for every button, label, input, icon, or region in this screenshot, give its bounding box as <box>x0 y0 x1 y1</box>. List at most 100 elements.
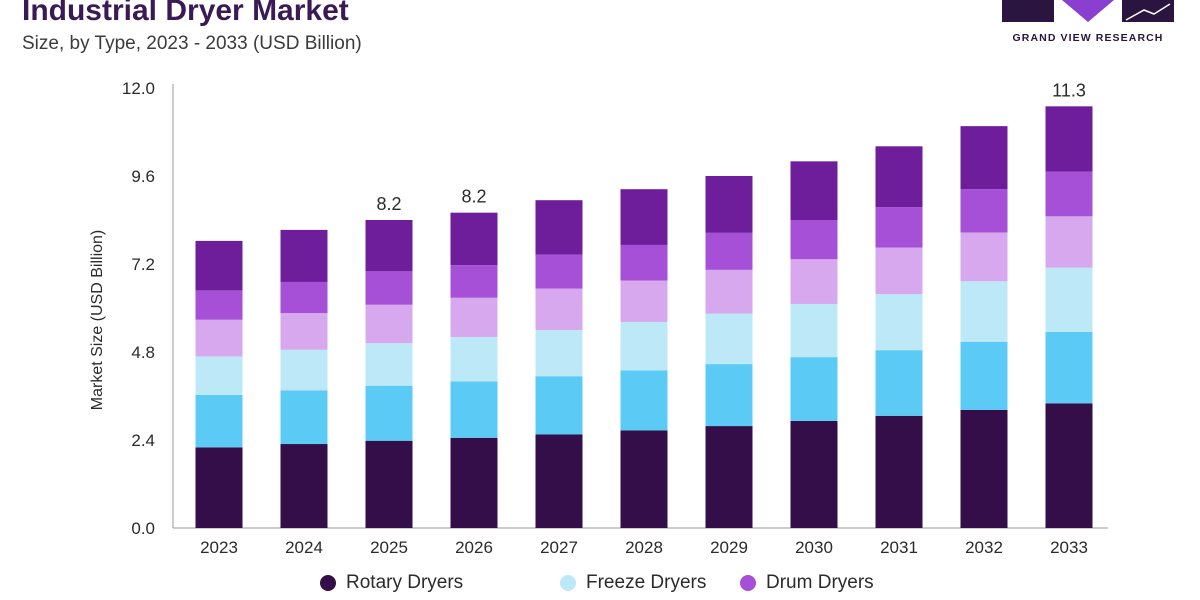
y-tick-label: 7.2 <box>131 255 155 274</box>
chart-bars <box>195 106 1093 528</box>
bar-segment <box>450 297 498 337</box>
x-tick-label: 2023 <box>200 538 238 557</box>
bar-segment <box>705 364 753 427</box>
chart-axes: 0.0 2.4 4.8 7.2 9.6 12.0 Market Size (USD Bill… <box>89 79 1108 538</box>
bar-segment <box>1045 267 1093 332</box>
bar-segment <box>365 440 413 528</box>
x-tick-label: 2025 <box>370 538 408 557</box>
bar-segment <box>535 254 583 289</box>
bar-segment <box>195 447 243 528</box>
bar-segment <box>365 385 413 441</box>
x-tick-label: 2029 <box>710 538 748 557</box>
legend-item-rotary: Rotary Dryers <box>320 572 463 594</box>
bar-segment <box>535 288 583 330</box>
bar-segment <box>1045 171 1093 217</box>
bar-segment <box>280 281 328 314</box>
x-tick-label: 2030 <box>795 538 833 557</box>
bar-segment <box>195 319 243 357</box>
legend-item-drum: Drum Dryers <box>740 572 874 594</box>
x-tick-label: 2026 <box>455 538 493 557</box>
bar-segment <box>195 394 243 448</box>
bar-segment <box>280 229 328 282</box>
bar-segment <box>875 415 923 528</box>
brand-logo: GRAND VIEW RESEARCH <box>1002 0 1174 48</box>
bar-segment <box>535 376 583 435</box>
legend-label: Rotary Dryers <box>346 572 464 593</box>
bar-segment <box>620 280 668 322</box>
bar-total-label: 8.2 <box>376 194 401 214</box>
bar-segment <box>365 304 413 344</box>
x-tick-label: 2032 <box>965 538 1003 557</box>
bar-segment <box>535 330 583 377</box>
bar-segment <box>705 269 753 314</box>
bar-segment <box>960 341 1008 410</box>
bar-segment <box>790 357 838 421</box>
bar-segment <box>280 349 328 391</box>
bar-segment <box>790 220 838 260</box>
x-tick-label: 2033 <box>1050 538 1088 557</box>
bar-segment <box>450 381 498 438</box>
y-tick-label: 12.0 <box>122 79 155 98</box>
bar-segment <box>365 271 413 305</box>
bar-segment <box>620 370 668 431</box>
bar-segment <box>705 232 753 270</box>
bar-segment <box>705 426 753 528</box>
bar-segment <box>365 343 413 386</box>
x-tick-label: 2031 <box>880 538 918 557</box>
bar-segment <box>365 220 413 272</box>
bar-segment <box>790 259 838 304</box>
bar-segment <box>1045 216 1093 268</box>
chart-legend: Rotary Dryers Freeze Dryers Drum Dryers <box>0 572 1200 600</box>
bar-segment <box>620 244 668 281</box>
bar-segment <box>1045 403 1093 528</box>
x-tick-label: 2024 <box>285 538 323 557</box>
bar-segment <box>960 281 1008 342</box>
bar-segment <box>790 420 838 528</box>
bar-segment <box>280 390 328 445</box>
bar-segment <box>960 126 1008 190</box>
stacked-bar-chart: 0.0 2.4 4.8 7.2 9.6 12.0 Market Size (USD Bill… <box>89 79 1108 557</box>
bar-segment <box>620 321 668 371</box>
bar-segment <box>875 350 923 416</box>
y-tick-label: 2.4 <box>131 431 155 450</box>
bar-segment <box>875 146 923 208</box>
bar-segment <box>960 189 1008 233</box>
bar-segment <box>280 444 328 528</box>
bar-segment <box>1045 106 1093 172</box>
page-subtitle: Size, by Type, 2023 - 2033 (USD Billion) <box>22 33 362 54</box>
bar-segment <box>195 240 243 291</box>
bar-total-label: 8.2 <box>461 187 486 207</box>
y-tick-label: 4.8 <box>131 343 155 362</box>
legend-swatch <box>560 575 576 591</box>
bar-segment <box>450 212 498 266</box>
bar-segment <box>280 313 328 350</box>
logo-mark-icon <box>1002 0 1174 22</box>
y-tick-label: 0.0 <box>131 519 155 538</box>
x-tick-label: 2028 <box>625 538 663 557</box>
bar-segment <box>450 265 498 298</box>
x-tick-label: 2027 <box>540 538 578 557</box>
bar-segment <box>195 356 243 395</box>
bar-segment <box>195 290 243 320</box>
bar-segment <box>705 176 753 233</box>
bar-segment <box>620 430 668 528</box>
y-axis-label: Market Size (USD Billion) <box>89 230 106 410</box>
legend-swatch <box>740 575 756 591</box>
bar-segment <box>1045 331 1093 404</box>
bar-segment <box>875 207 923 248</box>
chart-labels: 2023 2024 2025 8.2 2026 8.2 2027 2028 2029 2030 20… <box>200 80 1088 557</box>
page-title: Industrial Dryer Market <box>22 0 349 27</box>
bar-total-label: 11.3 <box>1052 80 1086 100</box>
legend-item-freeze: Freeze Dryers <box>560 572 706 594</box>
bar-segment <box>790 161 838 220</box>
bar-segment <box>535 200 583 255</box>
bar-segment <box>960 409 1008 528</box>
legend-swatch <box>320 575 336 591</box>
logo-text: GRAND VIEW RESEARCH <box>1012 32 1164 44</box>
bar-segment <box>620 189 668 245</box>
y-tick-label: 9.6 <box>131 167 155 186</box>
bar-segment <box>790 303 838 358</box>
bar-segment <box>960 232 1008 282</box>
legend-label: Drum Dryers <box>766 572 874 593</box>
bar-segment <box>875 247 923 295</box>
